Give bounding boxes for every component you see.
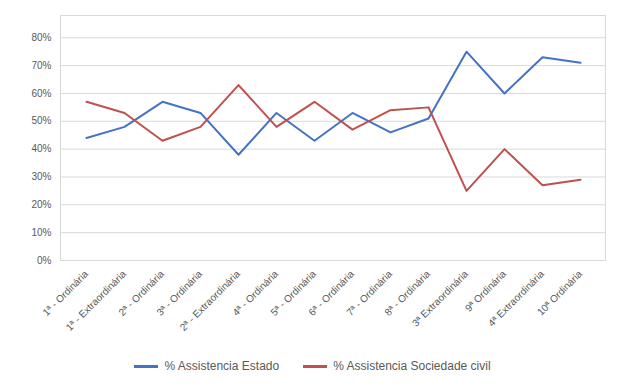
svg-text:30%: 30%: [31, 171, 51, 182]
svg-text:7ª - Ordinária: 7ª - Ordinária: [344, 268, 395, 318]
html-text:% Assistencia Sociedade civil: % Assistencia Sociedade civil: [333, 359, 491, 373]
svg-text:1ª - Ordinária: 1ª - Ordinária: [40, 268, 91, 318]
svg-text:6ª - Ordinária: 6ª - Ordinária: [306, 268, 357, 318]
svg-text:3ª - Ordinária: 3ª - Ordinária: [154, 268, 205, 318]
svg-text:20%: 20%: [31, 199, 51, 210]
svg-text:80%: 80%: [31, 32, 51, 43]
svg-text:2ª - Extraordinária: 2ª - Extraordinária: [178, 268, 243, 333]
html-text:% Assistencia Estado: % Assistencia Estado: [164, 359, 280, 373]
svg-text:4ª - Ordinária: 4ª - Ordinária: [230, 268, 281, 318]
svg-text:8ª - Ordinária: 8ª - Ordinária: [382, 268, 433, 318]
svg-text:70%: 70%: [31, 60, 51, 71]
svg-text:9ª Ordinária: 9ª Ordinária: [462, 268, 509, 314]
svg-text:10%: 10%: [31, 227, 51, 238]
svg-text:0%: 0%: [37, 255, 52, 266]
svg-text:5ª - Ordinária: 5ª - Ordinária: [268, 268, 319, 318]
svg-text:1ª - Extraordinária: 1ª - Extraordinária: [64, 268, 129, 333]
svg-text:40%: 40%: [31, 143, 51, 154]
svg-text:50%: 50%: [31, 115, 51, 126]
svg-text:3ª Extraordinária: 3ª Extraordinária: [410, 268, 471, 329]
svg-text:4ª Extraordinária: 4ª Extraordinária: [486, 268, 547, 329]
svg-text:2ª - Ordinária: 2ª - Ordinária: [116, 268, 167, 318]
svg-text:10ª Ordinária: 10ª Ordinária: [535, 268, 585, 318]
svg-text:60%: 60%: [31, 88, 51, 99]
